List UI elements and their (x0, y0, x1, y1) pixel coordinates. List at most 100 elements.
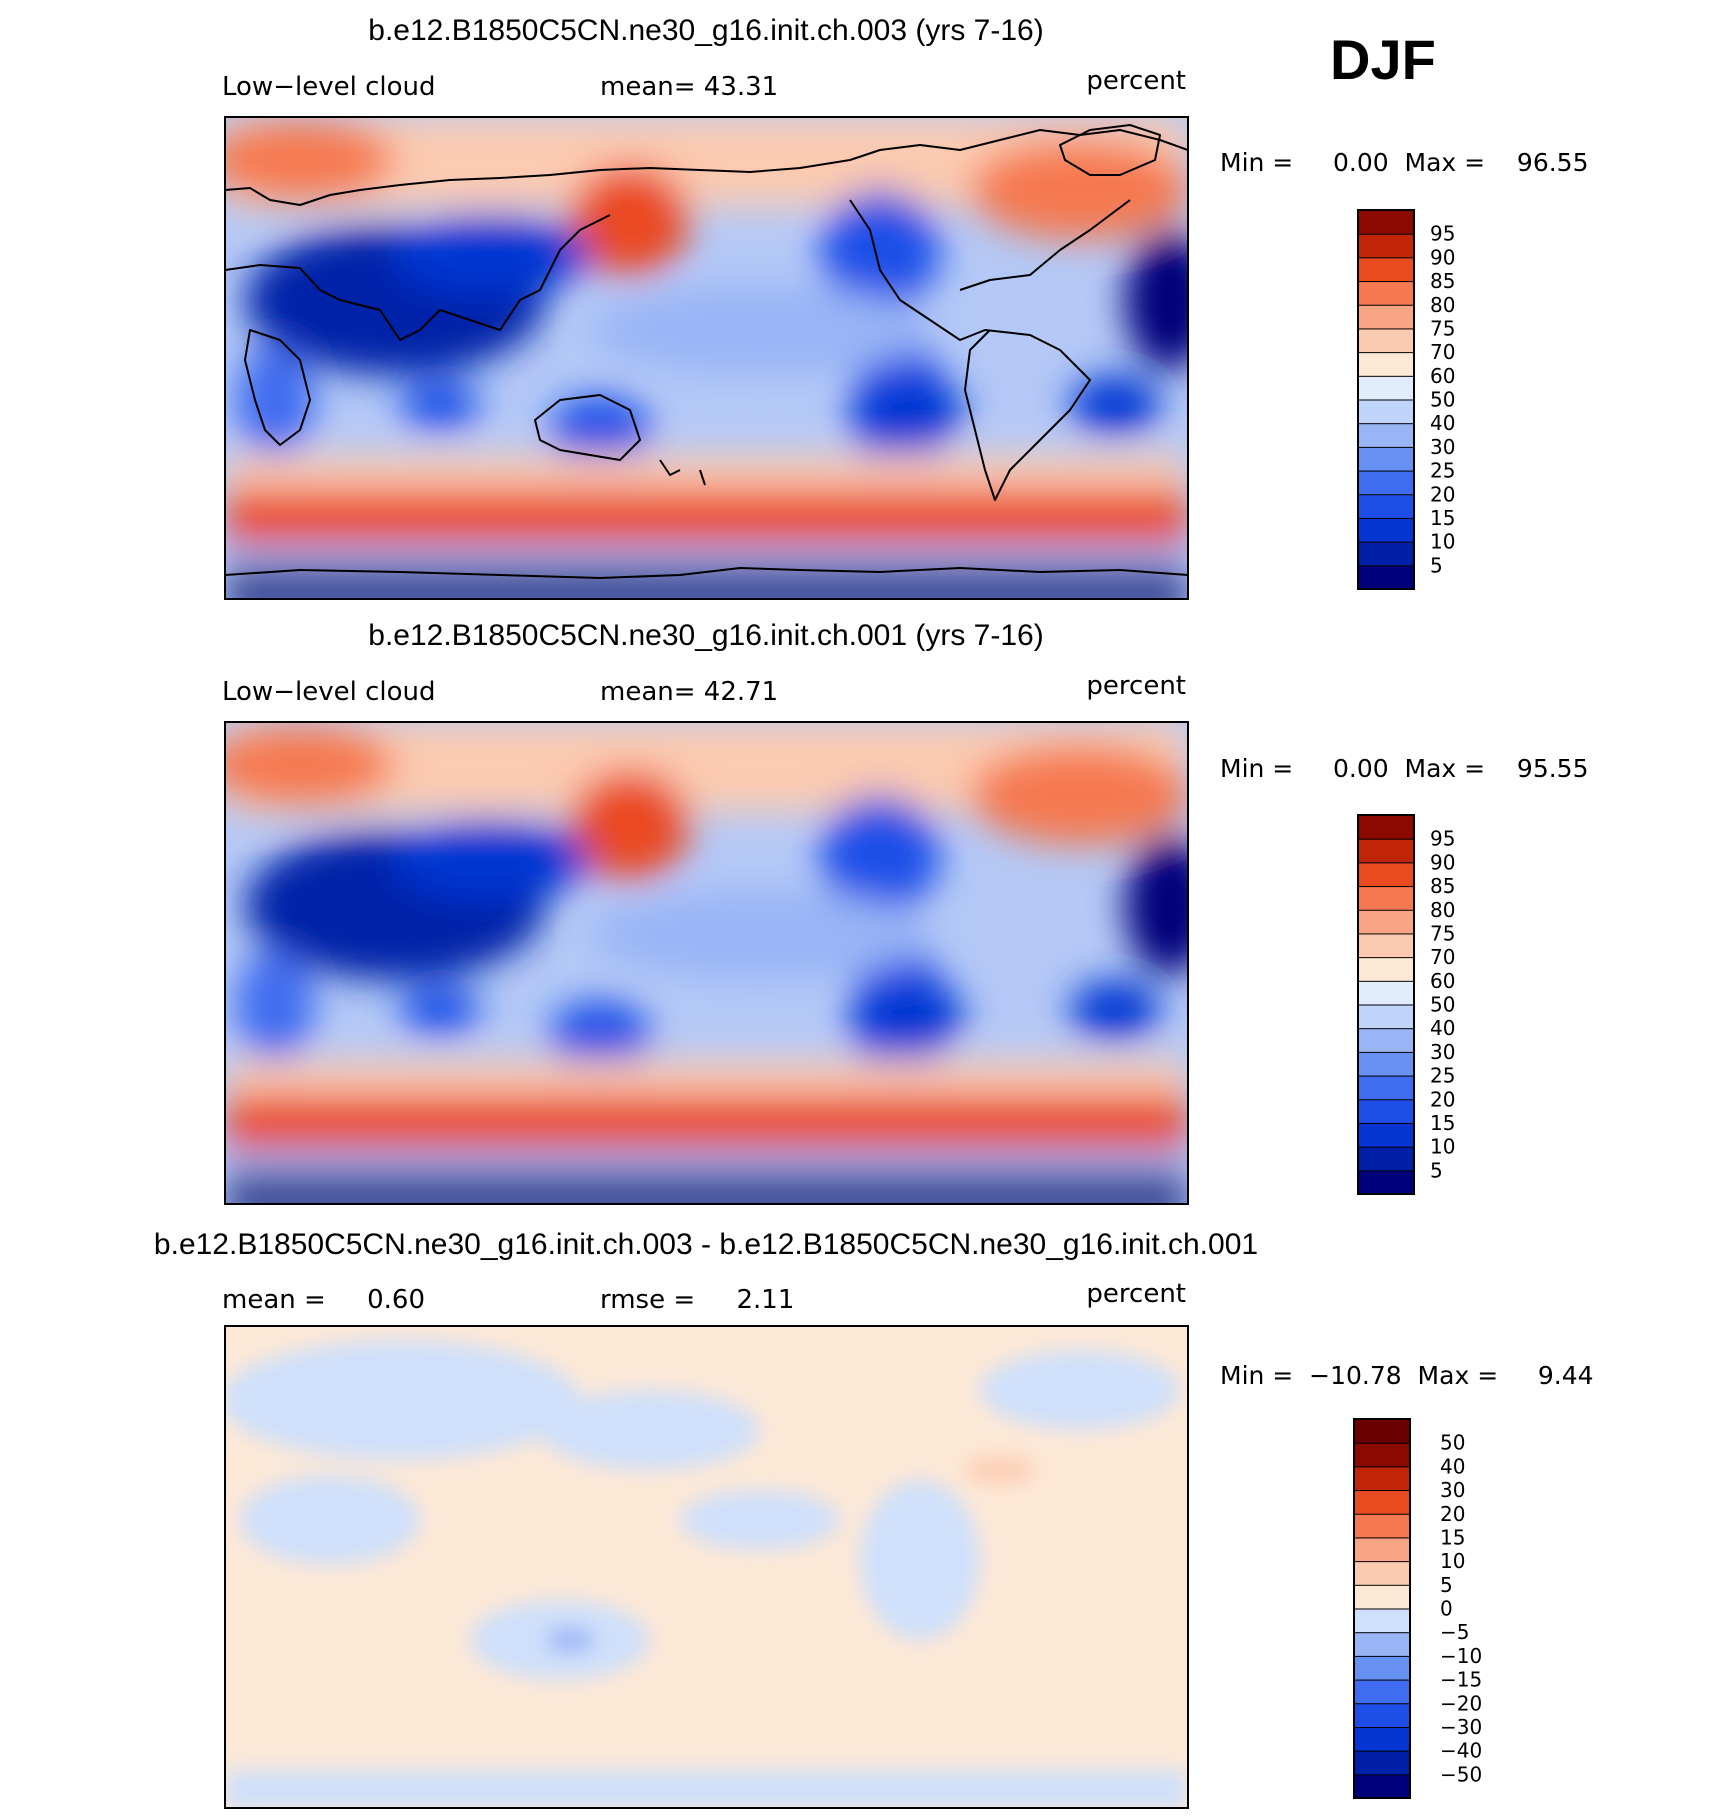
colorbar-tick-label: 90 (1430, 245, 1455, 269)
colorbar-swatch (1353, 1726, 1411, 1752)
colorbar-swatch (1357, 1004, 1415, 1030)
panel-1: b.e12.B1850C5CN.ne30_g16.init.ch.003 (yr… (222, 14, 1588, 600)
colorbar-swatch (1357, 1051, 1415, 1077)
colorbar-tick-label: 40 (1440, 1454, 1465, 1478)
panel-2-variable-label: Low−level cloud (222, 677, 435, 707)
colorbar-swatch (1357, 932, 1415, 959)
colorbar-swatch (1353, 1418, 1411, 1444)
season-label: DJF (1330, 28, 1436, 91)
colorbar-tick-label: 30 (1440, 1478, 1465, 1502)
colorbar-swatch (1353, 1560, 1411, 1586)
colorbar-tick-label: 50 (1430, 993, 1455, 1017)
colorbar-swatch (1353, 1442, 1411, 1468)
colorbar-swatch (1353, 1702, 1411, 1728)
colorbar-swatch (1353, 1465, 1411, 1492)
colorbar-swatch (1353, 1631, 1411, 1657)
colorbar-swatch (1357, 1027, 1415, 1053)
colorbar-tick-label: 30 (1430, 1040, 1455, 1064)
colorbar-tick-label: 20 (1440, 1502, 1465, 1526)
colorbar-swatch (1357, 861, 1415, 888)
colorbar-swatch (1357, 956, 1415, 982)
colorbar-swatch (1357, 980, 1415, 1006)
colorbar-tick-label: −20 (1440, 1691, 1482, 1715)
colorbar-tick-label: 50 (1440, 1431, 1465, 1455)
panel-3-title: b.e12.B1850C5CN.ne30_g16.init.ch.003 - b… (154, 1228, 1258, 1261)
colorbar-swatch (1357, 493, 1415, 519)
panel-3: b.e12.B1850C5CN.ne30_g16.init.ch.003 - b… (154, 1228, 1594, 1809)
colorbar-tick-label: 60 (1430, 364, 1455, 388)
colorbar-swatch (1353, 1679, 1411, 1705)
colorbar-swatch (1357, 909, 1415, 935)
colorbar-swatch (1353, 1513, 1411, 1539)
panel-1-min-max: Min = 0.00 Max = 96.55 (1220, 148, 1588, 177)
colorbar-swatch (1357, 1122, 1415, 1148)
colorbar-swatch (1357, 1075, 1415, 1101)
colorbar-swatch (1353, 1489, 1411, 1515)
colorbar-tick-label: 25 (1430, 459, 1455, 483)
colorbar-tick-label: 80 (1430, 898, 1455, 922)
colorbar-swatch (1353, 1536, 1411, 1563)
colorbar-swatch (1357, 280, 1415, 306)
colorbar-tick-label: 15 (1440, 1525, 1465, 1549)
colorbar-tick-label: 10 (1430, 1135, 1455, 1159)
colorbar-swatch (1357, 399, 1415, 425)
colorbar-tick-label: −50 (1440, 1762, 1482, 1786)
colorbar-swatch (1357, 446, 1415, 472)
colorbar-frame (1357, 814, 1415, 1195)
colorbar-tick-label: 40 (1430, 1016, 1455, 1040)
colorbar-swatch (1357, 422, 1415, 448)
panel-2-min-max: Min = 0.00 Max = 95.55 (1220, 754, 1588, 783)
panel-1-units-label: percent (1086, 66, 1186, 96)
colorbar-swatch (1353, 1773, 1411, 1800)
colorbar-swatch (1357, 1098, 1415, 1124)
colorbar-swatch (1357, 517, 1415, 543)
colorbar-swatch (1357, 885, 1415, 911)
panel-1-map (225, 117, 1188, 599)
colorbar-tick-label: 5 (1430, 1158, 1443, 1182)
colorbar-tick-label: 70 (1430, 945, 1455, 969)
colorbar-tick-label: 75 (1430, 921, 1455, 945)
colorbar-tick-label: 15 (1430, 506, 1455, 530)
colorbar-swatch (1353, 1608, 1411, 1634)
colorbar-tick-label: 80 (1430, 293, 1455, 317)
colorbar-tick-label: 10 (1440, 1549, 1465, 1573)
colorbar-frame (1353, 1418, 1411, 1799)
colorbar-swatch (1353, 1584, 1411, 1610)
panel-1-title: b.e12.B1850C5CN.ne30_g16.init.ch.003 (yr… (368, 14, 1043, 47)
panel-1-frame (224, 116, 1189, 600)
colorbar-tick-label: 10 (1430, 530, 1455, 554)
colorbar-tick-label: 95 (1430, 827, 1455, 851)
colorbar-tick-label: 40 (1430, 411, 1455, 435)
colorbar-swatch (1357, 564, 1415, 590)
colorbar-swatch (1357, 1169, 1415, 1196)
colorbar-swatch (1357, 541, 1415, 567)
panel-3-frame (224, 1325, 1189, 1809)
colorbar-swatch (1357, 814, 1415, 840)
colorbar-tick-label: 85 (1430, 874, 1455, 898)
panel-2-map (225, 722, 1188, 1204)
panel-2-units-label: percent (1086, 671, 1186, 701)
colorbar-swatch (1357, 470, 1415, 496)
panel-2: b.e12.B1850C5CN.ne30_g16.init.ch.001 (yr… (222, 619, 1588, 1205)
panel-3-rmse-label: rmse = 2.11 (600, 1285, 794, 1315)
colorbar-swatch (1357, 838, 1415, 864)
colorbar-swatch (1353, 1750, 1411, 1776)
colorbar-tick-label: −5 (1440, 1620, 1469, 1644)
colorbar-tick-label: −30 (1440, 1715, 1482, 1739)
panel-1-variable-label: Low−level cloud (222, 72, 435, 102)
panel-3-units-label: percent (1086, 1279, 1186, 1309)
panel-2-mean-label: mean= 42.71 (600, 677, 778, 707)
colorbar-swatch (1357, 351, 1415, 377)
colorbar-tick-label: 85 (1430, 269, 1455, 293)
colorbar-swatch (1357, 304, 1415, 330)
colorbar-tick-label: 50 (1430, 388, 1455, 412)
colorbar-swatch (1357, 233, 1415, 259)
colorbar-swatch (1357, 327, 1415, 354)
colorbar-tick-label: −40 (1440, 1739, 1482, 1763)
panel-2-title: b.e12.B1850C5CN.ne30_g16.init.ch.001 (yr… (368, 619, 1043, 652)
panel-2-frame (224, 721, 1189, 1205)
